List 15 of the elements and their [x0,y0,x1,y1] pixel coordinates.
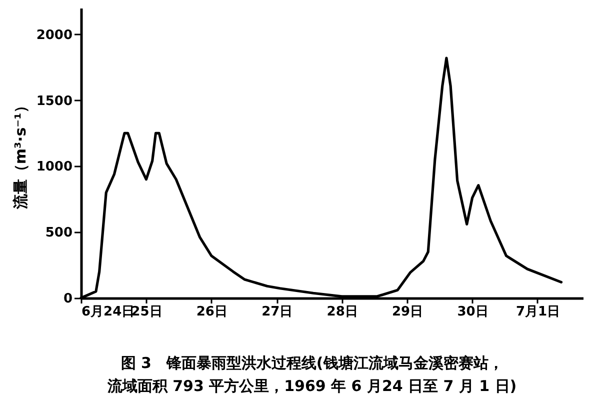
y-tick-label: 500 [45,226,72,241]
y-tick-label: 1000 [36,160,72,175]
x-tick-label: 27日 [262,304,293,320]
x-tick-label: 25日 [131,304,162,320]
text: 图 3 锋面暴雨型洪水过程线(钱塘江流域马金溪密赛站， [120,354,504,372]
y-tick-label: 0 [63,292,72,306]
x-tick-label: 26日 [196,304,228,320]
x-tick-label: 28日 [326,304,358,320]
y-axis-title: 流量（m³·s⁻¹） [11,98,30,210]
y-tick-label: 2000 [36,28,72,43]
y-tick-label: 1500 [36,94,72,109]
text: 流域面积 793 平方公里，1969 年 6 月24 日至 7 月 1 日) [106,377,517,395]
x-tick-label: 7月1日 [516,304,560,320]
x-tick-label: 30日 [457,304,488,320]
x-tick-label: 29日 [392,304,424,320]
